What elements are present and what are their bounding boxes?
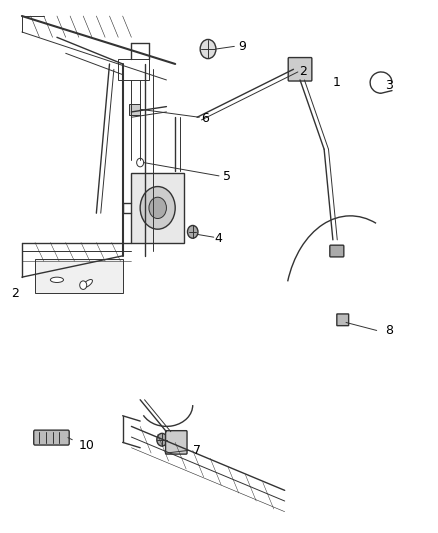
FancyBboxPatch shape bbox=[330, 245, 344, 257]
FancyBboxPatch shape bbox=[118, 59, 149, 80]
Text: 7: 7 bbox=[193, 444, 201, 457]
FancyBboxPatch shape bbox=[34, 430, 69, 445]
Circle shape bbox=[187, 225, 198, 238]
Text: 10: 10 bbox=[79, 439, 95, 451]
FancyBboxPatch shape bbox=[337, 314, 349, 326]
FancyBboxPatch shape bbox=[166, 431, 187, 454]
Text: 5: 5 bbox=[223, 171, 231, 183]
Text: 8: 8 bbox=[385, 324, 393, 337]
FancyBboxPatch shape bbox=[129, 104, 140, 115]
Circle shape bbox=[137, 158, 144, 167]
Text: 2: 2 bbox=[299, 66, 307, 78]
Ellipse shape bbox=[50, 277, 64, 282]
Text: 6: 6 bbox=[201, 112, 209, 125]
FancyBboxPatch shape bbox=[35, 259, 123, 293]
FancyBboxPatch shape bbox=[288, 58, 312, 81]
Text: 9: 9 bbox=[239, 40, 247, 53]
Circle shape bbox=[157, 433, 167, 446]
Circle shape bbox=[200, 39, 216, 59]
Circle shape bbox=[140, 187, 175, 229]
Circle shape bbox=[149, 197, 166, 219]
Text: 3: 3 bbox=[385, 79, 393, 92]
Text: 2: 2 bbox=[11, 287, 19, 300]
Text: 1: 1 bbox=[333, 76, 341, 89]
Text: 4: 4 bbox=[215, 232, 223, 245]
Ellipse shape bbox=[83, 279, 92, 288]
Circle shape bbox=[80, 281, 87, 289]
FancyBboxPatch shape bbox=[131, 173, 184, 243]
